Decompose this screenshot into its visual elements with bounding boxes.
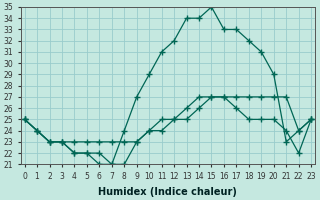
X-axis label: Humidex (Indice chaleur): Humidex (Indice chaleur) bbox=[99, 187, 237, 197]
